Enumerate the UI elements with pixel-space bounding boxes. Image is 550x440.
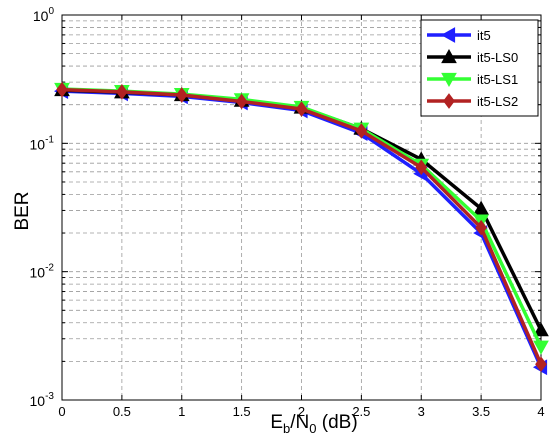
data-point — [56, 81, 68, 98]
x-axis-label: Eb/N0 (dB) — [270, 412, 357, 436]
data-point — [533, 340, 549, 355]
series-lines — [53, 81, 549, 376]
legend-entry: it5 — [427, 27, 491, 43]
legend-swatch-marker — [440, 27, 456, 43]
legend-label: it5-LS0 — [477, 50, 518, 65]
x-tick-label: 4 — [537, 404, 544, 419]
y-tick-label: 10-1 — [30, 134, 55, 152]
y-tick-label: 10-3 — [30, 391, 55, 409]
x-axis-label-tail: (dB) — [316, 412, 357, 433]
x-tick-label: 2.5 — [352, 404, 370, 419]
x-axis-label-sub1: b — [283, 421, 290, 436]
data-point — [116, 83, 128, 100]
axes: 0 0.5 1 1.5 2 2.5 3 3.5 4 10-3 10-2 10-1 100 — [30, 6, 545, 419]
legend: it5 it5-LS0 it5-LS1 it5-LS2 — [420, 19, 539, 117]
legend-entry: it5-LS2 — [427, 93, 518, 109]
x-tick-label: 0 — [58, 404, 65, 419]
series-it5-LS2 — [56, 81, 547, 373]
y-tick-label: 10-2 — [30, 263, 55, 281]
x-tick-label: 3.5 — [472, 404, 490, 419]
x-tick-label: 2 — [298, 404, 305, 419]
x-tick-label: 1 — [178, 404, 185, 419]
data-point — [295, 101, 308, 117]
legend-entry: it5-LS0 — [427, 48, 518, 65]
legend-swatch-marker — [441, 72, 457, 88]
x-tick-label: 0.5 — [113, 404, 131, 419]
y-axis-label: BER — [12, 191, 33, 230]
legend-label: it5 — [477, 28, 491, 43]
data-point — [533, 322, 549, 337]
x-tick-label: 1.5 — [233, 404, 251, 419]
legend-swatch-marker — [443, 93, 455, 109]
data-point — [475, 219, 487, 236]
legend-entry: it5-LS1 — [427, 72, 518, 88]
data-point — [473, 200, 489, 215]
data-point — [535, 356, 547, 373]
legend-swatch-marker — [441, 48, 457, 64]
x-axis-label-sub2: 0 — [309, 421, 316, 436]
data-point — [355, 123, 368, 139]
data-point — [175, 87, 188, 103]
y-tick-label: 100 — [33, 6, 55, 24]
data-point — [415, 159, 428, 176]
x-axis-label-base: E — [270, 412, 283, 433]
legend-label: it5-LS1 — [477, 72, 518, 87]
data-point — [235, 93, 248, 110]
legend-label: it5-LS2 — [477, 94, 518, 109]
x-axis-label-mid: /N — [290, 412, 309, 433]
x-tick-label: 3 — [418, 404, 425, 419]
